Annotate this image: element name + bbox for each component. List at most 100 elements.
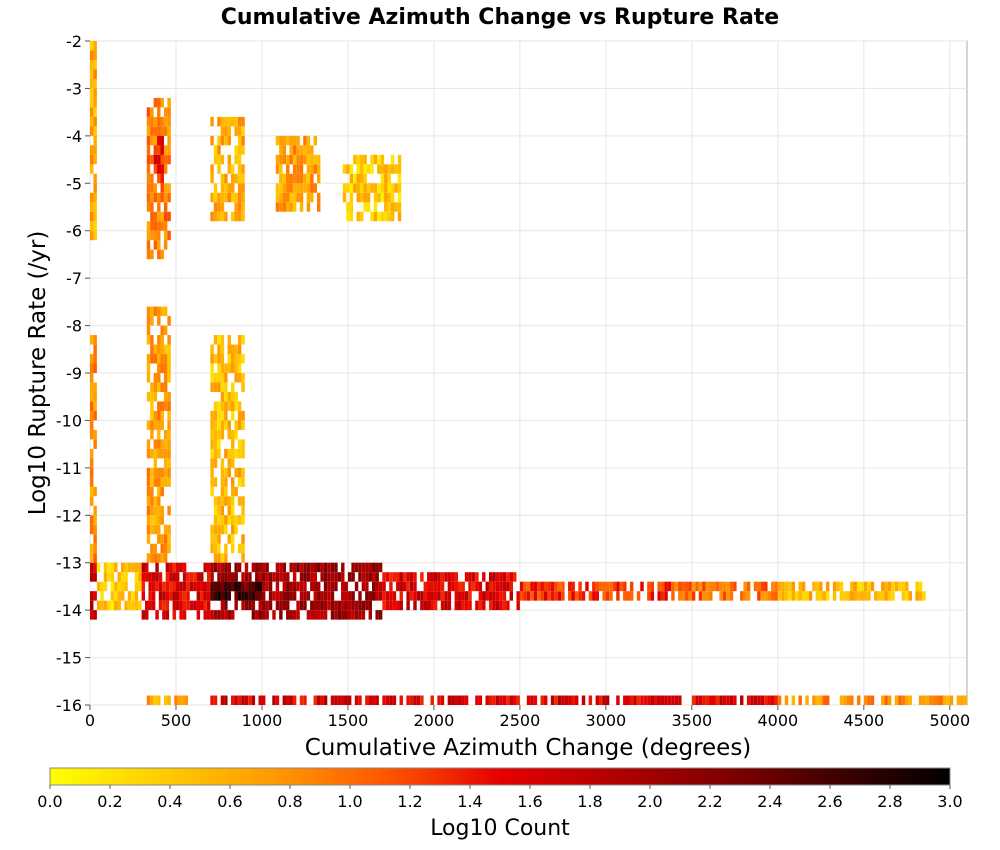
- heatmap-cell: [320, 591, 324, 601]
- heatmap-cell: [220, 581, 225, 592]
- heatmap-cell: [286, 164, 290, 174]
- heatmap-cell: [657, 591, 661, 601]
- heatmap-cell: [220, 335, 225, 345]
- heatmap-cell: [437, 591, 441, 601]
- heatmap-cell: [179, 610, 183, 620]
- heatmap-cell: [103, 600, 108, 611]
- heatmap-cell: [743, 581, 747, 592]
- y-tick-label: -14: [56, 601, 82, 620]
- heatmap-cell: [231, 515, 235, 525]
- heatmap-cell: [220, 173, 225, 184]
- heatmap-cell: [163, 354, 168, 364]
- heatmap-cell: [146, 145, 151, 155]
- heatmap-cell: [286, 202, 290, 212]
- heatmap-cell: [157, 363, 161, 373]
- heatmap-cell: [330, 695, 335, 705]
- heatmap-cell: [316, 192, 321, 203]
- heatmap-cell: [265, 581, 269, 592]
- heatmap-cell: [241, 695, 245, 705]
- heatmap-cell: [901, 581, 906, 592]
- heatmap-cell: [390, 164, 395, 174]
- heatmap-cell: [150, 401, 154, 411]
- heatmap-cell: [210, 373, 214, 383]
- heatmap-cell: [860, 581, 864, 592]
- heatmap-cell: [733, 581, 737, 592]
- heatmap-cell: [224, 135, 228, 146]
- heatmap-cell: [93, 192, 97, 203]
- heatmap-cell: [310, 173, 314, 184]
- heatmap-cell: [153, 439, 158, 449]
- heatmap-cell: [217, 524, 221, 535]
- heatmap-cell: [296, 183, 300, 193]
- heatmap-cell: [234, 192, 238, 203]
- heatmap-cell: [153, 524, 158, 535]
- heatmap-cell: [241, 116, 245, 127]
- heatmap-cell: [224, 420, 228, 430]
- heatmap-cell: [963, 695, 967, 705]
- heatmap-cell: [292, 192, 297, 203]
- heatmap-cell: [313, 154, 317, 165]
- heatmap-cell: [167, 448, 171, 459]
- heatmap-cell: [475, 600, 479, 611]
- heatmap-cell: [90, 467, 94, 478]
- heatmap-cell: [150, 695, 154, 705]
- heatmap-cell: [220, 600, 225, 611]
- heatmap-cell: [705, 695, 710, 705]
- heatmap-cell: [146, 486, 151, 497]
- heatmap-cell: [213, 581, 218, 592]
- heatmap-cell: [131, 600, 135, 611]
- heatmap-cell: [255, 572, 259, 582]
- heatmap-cell: [664, 695, 668, 705]
- heatmap-cell: [850, 695, 854, 705]
- heatmap-cell: [433, 591, 438, 601]
- heatmap-cell: [705, 581, 710, 592]
- heatmap-cell: [275, 135, 280, 146]
- heatmap-cell: [157, 505, 161, 516]
- heatmap-cell: [258, 572, 262, 582]
- heatmap-cell: [153, 458, 158, 468]
- heatmap-cell: [107, 600, 111, 611]
- heatmap-cell: [110, 572, 115, 582]
- x-tick-label: 4500: [843, 711, 884, 730]
- colorbar-tick-label: 0.8: [277, 792, 302, 811]
- heatmap-cell: [153, 192, 158, 203]
- heatmap-cell: [349, 164, 354, 174]
- heatmap-cell: [146, 192, 151, 203]
- heatmap-cell: [150, 524, 154, 535]
- heatmap-cell: [499, 695, 503, 705]
- heatmap-cell: [120, 562, 125, 573]
- heatmap-cell: [224, 382, 228, 392]
- heatmap-cell: [346, 211, 350, 222]
- heatmap-cell: [760, 581, 765, 592]
- heatmap-cell: [626, 591, 630, 601]
- heatmap-cell: [248, 572, 252, 582]
- heatmap-cell: [382, 695, 386, 705]
- heatmap-cell: [464, 572, 469, 582]
- heatmap-cell: [244, 600, 249, 611]
- heatmap-cell: [306, 183, 311, 193]
- heatmap-cell: [380, 192, 385, 203]
- heatmap-cell: [346, 183, 350, 193]
- heatmap-cell: [373, 154, 378, 165]
- heatmap-cell: [316, 164, 321, 174]
- heatmap-cell: [237, 581, 242, 592]
- heatmap-cell: [93, 97, 97, 108]
- heatmap-cell: [430, 591, 434, 601]
- heatmap-cell: [468, 572, 472, 582]
- heatmap-cell: [224, 543, 228, 554]
- heatmap-cell: [227, 420, 232, 430]
- heatmap-cell: [134, 581, 139, 592]
- heatmap-cell: [103, 562, 108, 573]
- heatmap-cell: [160, 116, 164, 127]
- heatmap-cell: [90, 600, 94, 611]
- heatmap-cell: [227, 591, 232, 601]
- heatmap-cell: [93, 344, 97, 355]
- heatmap-cell: [397, 192, 402, 203]
- heatmap-cell: [261, 695, 266, 705]
- heatmap-cell: [146, 496, 151, 506]
- heatmap-cell: [213, 154, 218, 165]
- heatmap-cell: [908, 591, 912, 601]
- heatmap-cell: [384, 183, 388, 193]
- heatmap-cell: [303, 600, 307, 611]
- heatmap-cell: [220, 467, 225, 478]
